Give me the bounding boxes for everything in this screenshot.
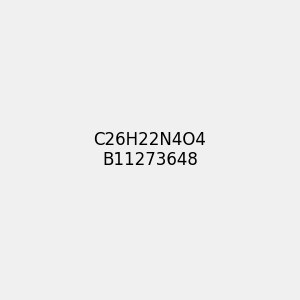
Text: C26H22N4O4
B11273648: C26H22N4O4 B11273648 [94,130,206,170]
